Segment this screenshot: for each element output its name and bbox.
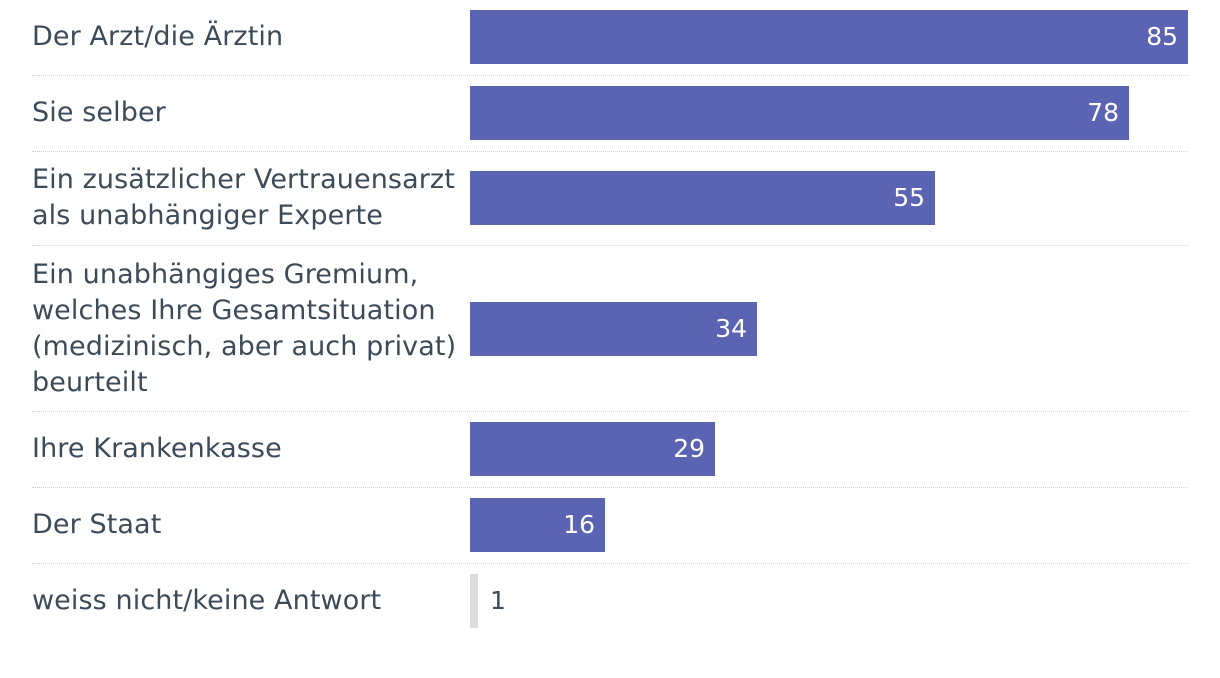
bar-value-label: 1 <box>490 586 506 615</box>
bar-value-label: 16 <box>563 510 595 539</box>
chart-row: Sie selber 78 <box>32 78 1188 148</box>
bar <box>470 498 605 552</box>
row-divider <box>32 151 1188 152</box>
category-label: Ein unabhängiges Gremium, welches Ihre G… <box>32 259 457 398</box>
bar-value-label: 55 <box>893 183 925 212</box>
chart-row: Ihre Krankenkasse 29 <box>32 414 1188 484</box>
row-divider <box>32 245 1188 246</box>
category-label: weiss nicht/keine Antwort <box>32 585 382 616</box>
bar-value-label: 78 <box>1087 98 1119 127</box>
bar-value-label: 34 <box>715 314 747 343</box>
bar <box>470 10 1188 64</box>
chart-row: Der Arzt/die Ärztin 85 <box>32 2 1188 72</box>
bar <box>470 422 715 476</box>
chart-row: weiss nicht/keine Antwort 1 <box>32 566 1188 636</box>
bar <box>470 574 478 628</box>
chart-row: Ein unabhängiges Gremium, welches Ihre G… <box>32 259 1188 398</box>
category-label: Der Staat <box>32 509 162 540</box>
row-divider <box>32 75 1188 76</box>
bar <box>470 302 757 356</box>
row-divider <box>32 411 1188 412</box>
chart-row: Der Staat 16 <box>32 490 1188 560</box>
chart-row: Ein zusätzlicher Vertrauensarzt als unab… <box>32 163 1188 233</box>
row-divider <box>32 487 1188 488</box>
category-label: Ein zusätzlicher Vertrauensarzt als unab… <box>32 164 455 231</box>
category-label: Ihre Krankenkasse <box>32 433 282 464</box>
row-divider <box>32 563 1188 564</box>
bar <box>470 86 1129 140</box>
bar <box>470 171 935 225</box>
bar-value-label: 85 <box>1146 22 1178 51</box>
bar-value-label: 29 <box>673 434 705 463</box>
category-label: Sie selber <box>32 97 166 128</box>
category-label: Der Arzt/die Ärztin <box>32 21 284 52</box>
